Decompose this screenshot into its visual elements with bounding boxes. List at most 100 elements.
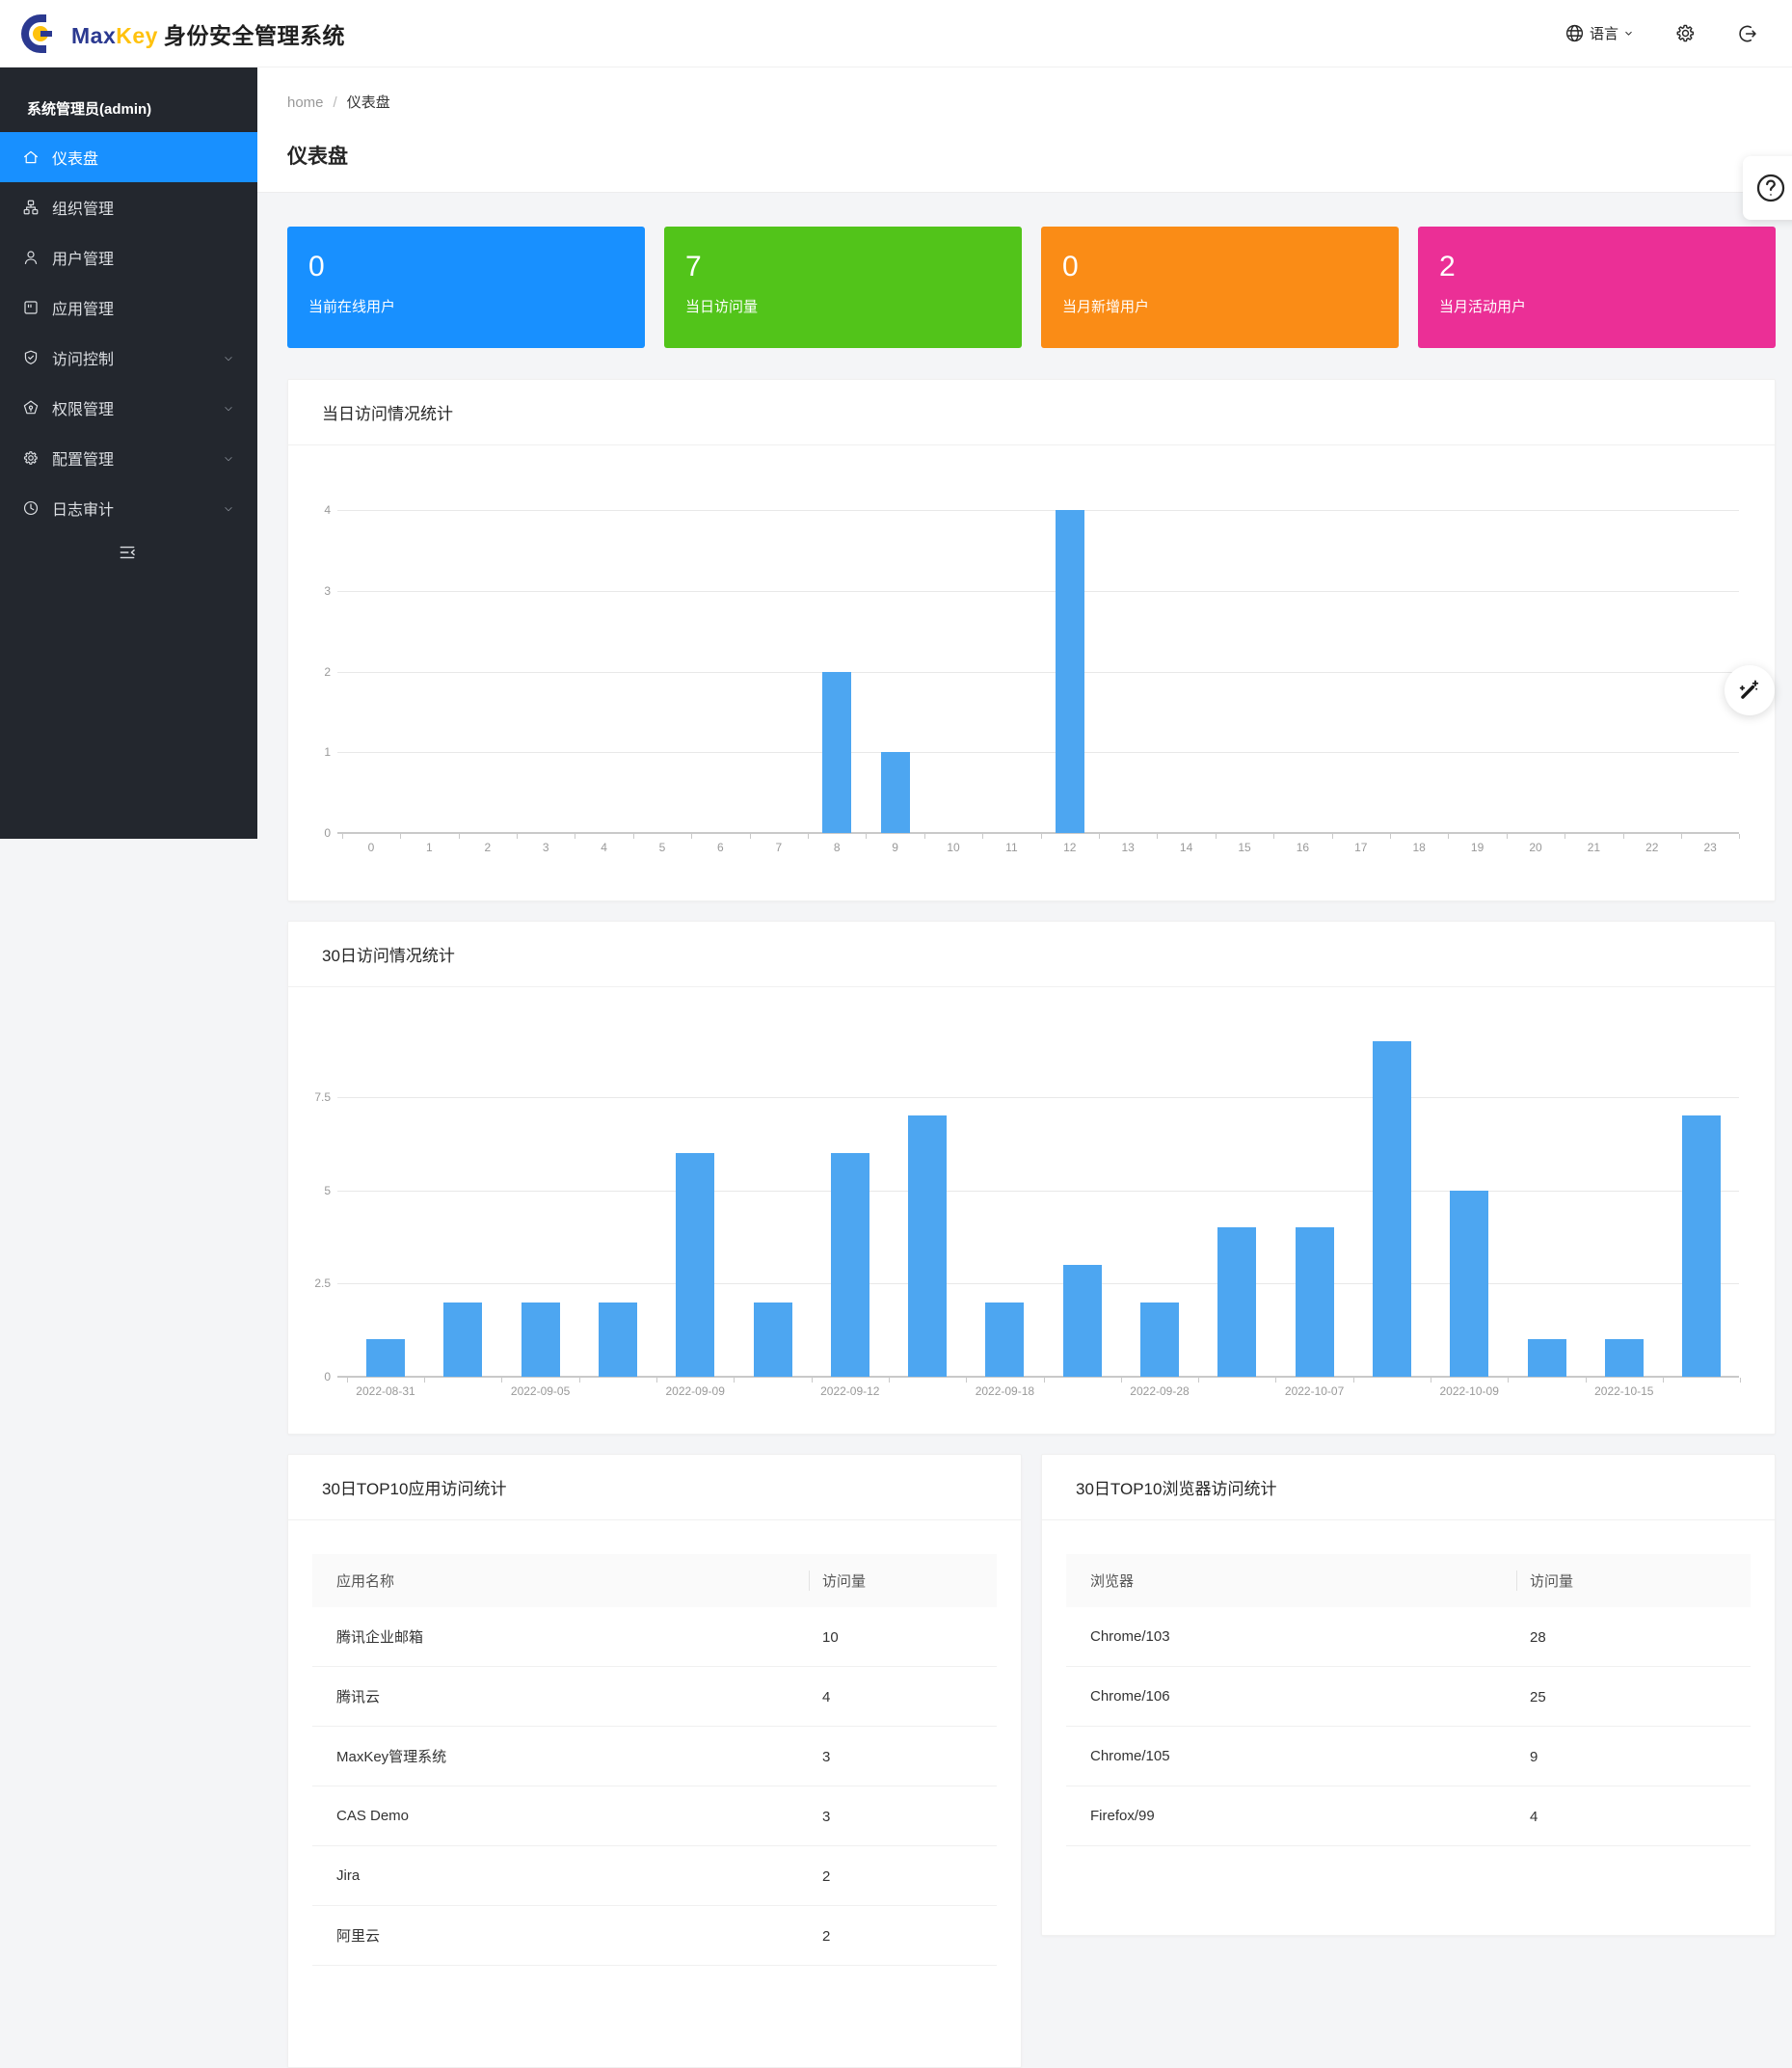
- axis-tick: [1506, 834, 1508, 839]
- chevron-down-icon: [1623, 28, 1634, 39]
- x-axis-label: 8: [833, 841, 841, 854]
- grid-line: [337, 1283, 1739, 1285]
- sidebar-item-access[interactable]: 访问控制: [0, 333, 257, 383]
- chart-card-daily: 当日访问情况统计 0 1 2 3 4 0 1 2 3 4 5 6 7 8 9 10 11 12 13 14 15 16 17…: [287, 379, 1776, 901]
- axis-tick: [1508, 1378, 1510, 1383]
- top-apps-table: 应用名称 访问量 腾讯企业邮箱 10 腾讯云 4 MaxKey管理系统 3 CAS Demo 3 J…: [288, 1520, 1021, 1966]
- axis-tick: [1390, 834, 1391, 839]
- breadcrumb-separator: /: [333, 94, 337, 111]
- table-row: Jira 2: [312, 1846, 997, 1906]
- breadcrumb: home / 仪表盘: [287, 92, 1762, 112]
- axis-tick: [1740, 1378, 1742, 1383]
- x-axis-label: 5: [658, 841, 666, 854]
- language-menu[interactable]: 语言: [1565, 23, 1634, 43]
- sidebar-item-audit[interactable]: 日志审计: [0, 483, 257, 533]
- collapse-menu-icon[interactable]: [118, 543, 137, 562]
- cell-name: Jira: [336, 1867, 361, 1884]
- logout-button[interactable]: [1737, 23, 1758, 44]
- cell-value: 4: [822, 1688, 831, 1705]
- axis-tick: [1273, 834, 1275, 839]
- axis-tick: [691, 834, 693, 839]
- axis-tick: [656, 1378, 658, 1383]
- x-axis-label: 2022-10-15: [1594, 1384, 1654, 1398]
- axis-tick: [1331, 834, 1333, 839]
- table-header-row: 浏览器 访问量: [1066, 1554, 1751, 1607]
- x-axis-label: 6: [717, 841, 724, 854]
- cell-value: 3: [822, 1748, 831, 1765]
- cell-name: 阿里云: [336, 1928, 381, 1945]
- x-axis-label: 7: [775, 841, 783, 854]
- cell-value: 10: [822, 1628, 839, 1646]
- stat-value: 2: [1439, 251, 1456, 282]
- y-axis-label: 3: [324, 583, 331, 598]
- x-axis-label: 0: [367, 841, 375, 854]
- help-button[interactable]: [1743, 156, 1792, 220]
- sidebar-item-label: 组织管理: [52, 201, 115, 218]
- table-card-top-apps: 30日TOP10应用访问统计 应用名称 访问量 腾讯企业邮箱 10 腾讯云 4 MaxKey…: [287, 1454, 1022, 2068]
- cell-name: 腾讯企业邮箱: [336, 1629, 424, 1646]
- sidebar-item-dashboard[interactable]: 仪表盘: [0, 132, 257, 182]
- x-axis-label: 1: [426, 841, 433, 854]
- sidebar-item-config[interactable]: 配置管理: [0, 433, 257, 483]
- table-row: MaxKey管理系统 3: [312, 1727, 997, 1786]
- axis-tick: [1157, 834, 1159, 839]
- question-icon: [1756, 174, 1785, 202]
- top-browsers-table: 浏览器 访问量 Chrome/103 28 Chrome/106 25 Chrome/105…: [1042, 1520, 1775, 1846]
- cell-value: 2: [822, 1927, 831, 1945]
- chart-title: 30日访问情况统计: [288, 922, 1775, 987]
- axis-tick: [632, 834, 634, 839]
- axis-tick: [400, 834, 402, 839]
- x-axis-label: 2022-09-05: [510, 1384, 571, 1398]
- x-axis-label: 2022-10-09: [1439, 1384, 1499, 1398]
- column-header: 访问量: [1515, 1554, 1573, 1607]
- settings-button[interactable]: [1674, 22, 1697, 44]
- axis-tick: [346, 1378, 348, 1383]
- bar: [1682, 1115, 1722, 1377]
- maxkey-logo-icon: [21, 13, 52, 53]
- globe-icon: [1565, 23, 1585, 43]
- breadcrumb-home[interactable]: home: [287, 94, 324, 111]
- sidebar-item-org[interactable]: 组织管理: [0, 182, 257, 232]
- bar: [753, 1302, 792, 1377]
- sidebar-item-permission[interactable]: 权限管理: [0, 383, 257, 433]
- daily-visits-chart: 0 1 2 3 4 0 1 2 3 4 5 6 7 8 9 10 11 12 13 14 15 16 17 18 19 20 21 2…: [288, 445, 1775, 901]
- y-axis-label: 2: [324, 664, 331, 679]
- sidebar-item-user[interactable]: 用户管理: [0, 232, 257, 282]
- column-header: 浏览器: [1090, 1573, 1135, 1590]
- axis-tick: [517, 834, 518, 839]
- bar: [822, 671, 852, 833]
- chevron-down-icon: [223, 452, 234, 464]
- clock-icon: [22, 499, 40, 517]
- wand-button[interactable]: [1725, 665, 1775, 715]
- y-axis-label: 0: [324, 826, 331, 840]
- sidebar-item-label: 仪表盘: [52, 151, 99, 168]
- sidebar-item-app[interactable]: 应用管理: [0, 282, 257, 333]
- bar: [1604, 1339, 1644, 1377]
- table-row: Chrome/105 9: [1066, 1727, 1751, 1786]
- table-row: 腾讯云 4: [312, 1667, 997, 1727]
- bar: [1450, 1190, 1489, 1377]
- table-header-row: 应用名称 访问量: [312, 1554, 997, 1607]
- y-axis-label: 7.5: [314, 1089, 331, 1104]
- axis-tick: [1040, 834, 1042, 839]
- axis-tick: [966, 1378, 968, 1383]
- cell-name: Firefox/99: [1090, 1808, 1155, 1824]
- axis-line: [337, 1376, 1739, 1378]
- tables-row: 30日TOP10应用访问统计 应用名称 访问量 腾讯企业邮箱 10 腾讯云 4 MaxKey…: [287, 1454, 1776, 2068]
- x-axis-label: 2022-08-31: [356, 1384, 415, 1398]
- cell-value: 9: [1530, 1748, 1538, 1765]
- axis-tick: [1275, 1378, 1277, 1383]
- cell-name: Chrome/103: [1090, 1628, 1170, 1645]
- axis-tick: [578, 1378, 580, 1383]
- table-row: Chrome/106 25: [1066, 1667, 1751, 1727]
- stat-value: 0: [1062, 251, 1079, 282]
- axis-tick: [866, 834, 868, 839]
- x-axis-label: 17: [1354, 841, 1368, 854]
- axis-tick: [811, 1378, 813, 1383]
- monthly-visits-chart: 0 2.5 5 7.5 2022-08-31 2022-09-05 2022-09-09 20…: [288, 987, 1775, 1435]
- bar: [830, 1152, 869, 1377]
- language-label: 语言: [1589, 26, 1618, 42]
- x-axis-label: 21: [1587, 841, 1601, 854]
- column-header: 访问量: [808, 1554, 866, 1607]
- sidebar-item-label: 应用管理: [52, 302, 115, 318]
